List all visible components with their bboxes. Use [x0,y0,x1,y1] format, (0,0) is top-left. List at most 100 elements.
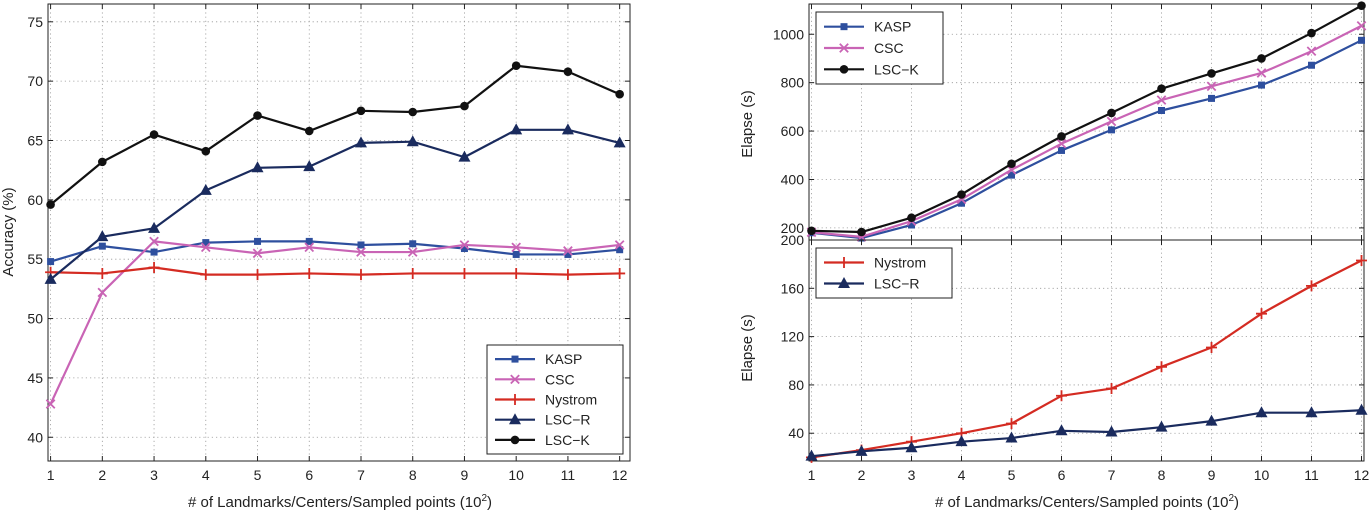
elapse-top-y-tick-label: 800 [781,75,805,91]
elapse-top-legend-kasp-label: KASP [874,19,911,35]
accuracy-lsc-r-point [96,230,109,242]
accuracy-legend-kasp-label: KASP [545,351,582,367]
elapse-bottom-nystrom-point [1106,383,1117,395]
accuracy-csc-point [563,246,573,256]
accuracy-kasp-point [357,241,365,249]
elapse-top-csc-point [1356,20,1367,31]
elapse-bottom-x-axis-label-main: # of Landmarks/Centers/Sampled points (1… [935,494,1229,511]
elapse-top-lsc-k-point [1357,1,1366,10]
elapse-top-kasp-point [1358,36,1365,44]
accuracy-legend-kasp-marker [511,355,519,363]
elapse-bottom-nystrom-point [1006,418,1017,430]
elapse-bottom-lsc-r-point [905,441,918,453]
accuracy-x-tick-label: 10 [508,467,524,483]
accuracy-nystrom-point [355,269,367,281]
elapse-top-kasp-point [1258,81,1265,89]
elapse-top-csc-point [1106,116,1117,127]
accuracy-lsc-k-point [201,146,211,156]
accuracy-nystrom-line [50,266,620,276]
elapse-bottom-chart: Elapse (s) # of Landmarks/Centers/Sample… [739,232,1369,511]
accuracy-legend-lsc-r-marker [509,413,521,425]
elapse-bottom-x-tick-label: 2 [858,467,866,483]
elapse-bottom-lsc-r-point [1255,406,1268,418]
accuracy-csc-point [614,240,625,250]
accuracy-y-tick-label: 65 [27,133,43,149]
accuracy-lsc-r-point [148,221,161,233]
accuracy-csc-point [252,248,263,259]
accuracy-lsc-k-point [46,200,55,209]
elapse-bottom-x-axis-label: # of Landmarks/Centers/Sampled points (1… [935,493,1239,511]
accuracy-y-tick-label: 55 [27,251,43,267]
elapse-bottom-lsc-r-point [1305,406,1318,418]
elapse-bottom-nystrom-point [1256,308,1267,320]
elapse-top-kasp-point [1158,107,1165,115]
accuracy-axes-frame [47,3,631,462]
elapse-bottom-x-tick-label: 4 [958,467,966,483]
accuracy-csc-point [356,247,366,257]
elapse-top-csc-point [1206,81,1217,92]
elapse-bottom-lsc-r-point [1205,414,1218,426]
accuracy-csc-point [45,399,56,409]
accuracy-x-tick-label: 11 [561,467,576,483]
elapse-top-csc-point [1306,46,1317,57]
elapse-bottom-legend-box [815,247,953,299]
accuracy-lsc-k-point [563,67,573,76]
accuracy-lsc-k-point [615,89,624,99]
accuracy-legend-nystrom-label: Nystrom [545,392,597,408]
elapse-bottom-lsc-r-point [1155,420,1168,432]
accuracy-kasp-point [202,239,210,247]
accuracy-nystrom-point [407,267,419,279]
elapse-bottom-x-tick-label: 5 [1008,467,1016,483]
elapse-bottom-y-tick-label: 200 [781,232,805,248]
accuracy-lsc-r-point [613,136,626,148]
accuracy-nystrom-point [562,269,574,281]
accuracy-legend-csc-marker [510,374,520,385]
accuracy-kasp-point [254,237,262,245]
accuracy-lsc-k-point [460,101,469,111]
accuracy-x-tick-label: 1 [47,467,55,483]
accuracy-y-tick-label: 50 [27,311,43,327]
accuracy-lsc-r-point [406,135,419,147]
elapse-top-kasp-line [811,39,1362,240]
accuracy-lsc-k-line [49,64,621,206]
accuracy-lsc-r-point [251,161,264,173]
accuracy-kasp-point [150,248,158,256]
accuracy-nystrom-point [303,267,315,279]
elapse-bottom-x-tick-label: 9 [1208,467,1216,483]
accuracy-y-tick-label: 70 [27,73,43,89]
accuracy-series-lsc-k [46,61,624,209]
accuracy-lsc-k-point [356,106,366,116]
elapse-bottom-x-tick-label: 8 [1158,467,1166,483]
elapse-bottom-lsc-r-point [1355,403,1368,415]
accuracy-csc-point [200,242,211,253]
accuracy-kasp-point [305,237,313,245]
elapse-bottom-lsc-r-point [805,449,818,461]
elapse-top-legend-csc-marker [839,43,849,53]
elapse-bottom-lsc-r-point [855,444,868,456]
accuracy-nystrom-point [200,269,212,281]
elapse-bottom-x-tick-label: 1 [808,467,816,483]
elapse-bottom-y-tick-label: 80 [788,377,804,393]
accuracy-nystrom-point [458,267,470,279]
accuracy-lsc-r-point [458,150,471,162]
elapse-bottom-legend-nystrom-marker [838,257,850,268]
accuracy-x-tick-label: 6 [305,467,313,483]
elapse-bottom-series-nystrom [806,255,1367,463]
elapse-bottom-axes-frame [808,239,1365,462]
accuracy-x-tick-label: 5 [254,467,262,483]
accuracy-csc-point [97,287,108,298]
accuracy-lsc-k-point [98,157,107,167]
elapse-top-lsc-k-point [1307,28,1316,38]
elapse-top-legend: KASP CSC LSC−K [815,11,944,85]
accuracy-csc-point [304,242,315,253]
accuracy-x-axis-label: # of Landmarks/Centers/Sampled points (1… [188,493,492,511]
accuracy-csc-point [407,247,418,257]
elapse-bottom-y-tick-label: 40 [788,425,804,441]
elapse-bottom-y-tick-label: 120 [781,329,805,345]
accuracy-x-axis-label-superscript: 2 [481,493,487,504]
elapse-top-legend-lsc-k-label: LSC−K [874,61,919,77]
elapse-top-legend-csc-label: CSC [874,40,904,56]
accuracy-nystrom-point [96,267,108,279]
accuracy-series-lsc-r [44,123,626,284]
